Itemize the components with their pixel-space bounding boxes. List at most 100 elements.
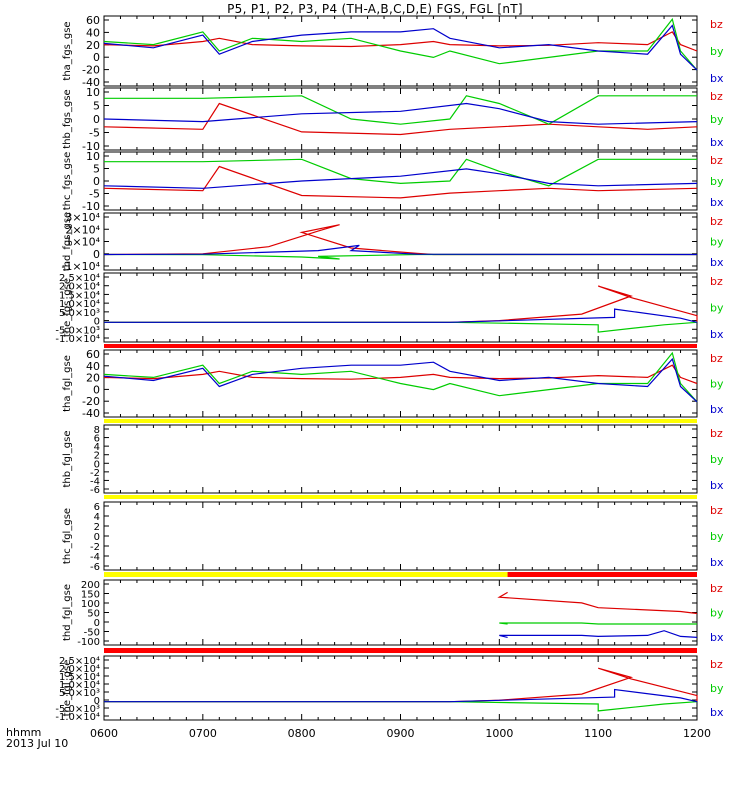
y-tick-label: -10 (82, 200, 100, 213)
y-tick-label: 100 (81, 599, 100, 610)
legend-bx: bx (710, 631, 724, 644)
legend-by: by (710, 175, 724, 188)
y-tick-label: 5.0×10³ (59, 688, 100, 699)
y-tick-label: 2.5×10⁴ (59, 656, 100, 667)
panel-frame (103, 501, 698, 571)
y-tick-label: 1.0×10⁴ (59, 680, 100, 691)
y-axis-label: tha_fgs_gse (62, 21, 73, 80)
y-axis-label: thc_fgl_gse (62, 508, 73, 564)
y-axis-label: the_fgl_gse (62, 660, 73, 717)
y-tick-label: -5.0×10³ (55, 704, 100, 715)
series-line-bx (103, 102, 698, 125)
y-tick-label: -6 (90, 485, 100, 496)
series-line-bz (103, 224, 697, 256)
y-tick-label: -40 (82, 76, 100, 89)
legend-bx: bx (710, 256, 724, 269)
x-tick-label: 0700 (189, 727, 217, 740)
y-tick-label: 0 (93, 113, 100, 126)
panel-frame (103, 579, 698, 646)
y-tick-label: 4 (94, 442, 100, 453)
y-tick-label: 150 (81, 590, 100, 601)
panel-frame (103, 87, 698, 151)
legend-bx: bx (710, 136, 724, 149)
y-tick-label: 60 (86, 348, 100, 361)
y-tick-label: 4 (94, 512, 100, 523)
x-tick-label: 1100 (584, 727, 612, 740)
y-tick-label: -20 (82, 64, 100, 77)
y-tick-label: 0 (93, 51, 100, 64)
legend-by: by (710, 113, 724, 126)
legend-bx: bx (710, 556, 724, 569)
y-tick-label: -5 (89, 127, 100, 140)
legend-bz: bz (710, 18, 723, 31)
y-tick-label: 5.0×10³ (59, 308, 100, 319)
series-line-by (103, 253, 697, 260)
legend-bz: bz (710, 154, 723, 167)
status-bar-segment (104, 572, 508, 577)
y-tick-label: 0 (94, 532, 100, 543)
y-tick-label: -100 (77, 637, 100, 648)
date-label: 2013 Jul 10 (6, 737, 69, 750)
y-tick-label: 2 (94, 522, 100, 533)
legend-by: by (710, 682, 724, 695)
legend-by: by (710, 607, 724, 620)
legend-bx: bx (710, 72, 724, 85)
series-line-bz (104, 667, 698, 703)
y-tick-label: 0 (93, 248, 100, 261)
series-line-bx (103, 244, 698, 256)
x-tick-label: 0800 (288, 727, 316, 740)
y-tick-label: 40 (86, 26, 100, 39)
status-bar-segment (104, 495, 697, 499)
legend-bz: bz (710, 275, 723, 288)
x-tick-label: 0900 (387, 727, 415, 740)
y-tick-label: 2.5×10⁴ (59, 273, 100, 284)
legend-by: by (710, 302, 724, 315)
legend-by: by (710, 236, 724, 249)
series-line-by (103, 351, 698, 403)
panel-frame (103, 212, 698, 271)
y-tick-label: 0 (94, 317, 100, 328)
y-tick-label: 0 (94, 696, 100, 707)
y-axis-label: thc_fgs_gse (62, 152, 73, 211)
y-tick-label: 0 (93, 175, 100, 188)
status-bar-segment (104, 344, 697, 348)
y-axis-label: tha_fgl_gse (62, 355, 73, 412)
legend-bx: bx (710, 479, 724, 492)
legend-by: by (710, 378, 724, 391)
y-tick-label: -40 (82, 407, 100, 420)
y-tick-label: -2 (90, 542, 100, 553)
y-axis-label: the_fgs_gse (62, 278, 73, 337)
series-line-bx (103, 168, 698, 189)
time-axis-label: hhmm (6, 726, 42, 739)
legend-bz: bz (710, 582, 723, 595)
panel-frame (103, 151, 698, 211)
y-tick-label: 60 (86, 14, 100, 27)
x-tick-label: 1000 (485, 727, 513, 740)
y-tick-label: -50 (84, 628, 100, 639)
series-line-bx (103, 24, 698, 71)
y-axis-label: thb_fgl_gse (62, 431, 73, 488)
series-line-bx (104, 308, 698, 323)
y-tick-label: 0 (94, 618, 100, 629)
series-line-bx (103, 357, 698, 403)
y-axis-label: thd_fgs_gse (62, 212, 73, 271)
legend-bx: bx (710, 328, 724, 341)
y-tick-label: 5 (93, 163, 100, 176)
legend-bx: bx (710, 196, 724, 209)
y-tick-label: -1.0×10⁴ (55, 334, 100, 345)
legend-bz: bz (710, 504, 723, 517)
series-line-by (104, 158, 697, 187)
legend-bz: bz (710, 215, 723, 228)
y-tick-label: 1×10⁴ (65, 236, 100, 249)
y-tick-label: -1×10⁴ (61, 260, 100, 273)
y-tick-label: 6 (94, 434, 100, 445)
status-bar-segment (104, 648, 697, 653)
series-line-bx (499, 630, 698, 638)
y-tick-label: 10 (86, 150, 100, 163)
y-tick-label: 6 (94, 502, 100, 513)
legend-bz: bz (710, 90, 723, 103)
legend-bz: bz (710, 658, 723, 671)
y-tick-label: 1.0×10⁴ (59, 299, 100, 310)
series-line-bz (103, 102, 698, 136)
y-tick-label: 2.0×10⁴ (59, 282, 100, 293)
